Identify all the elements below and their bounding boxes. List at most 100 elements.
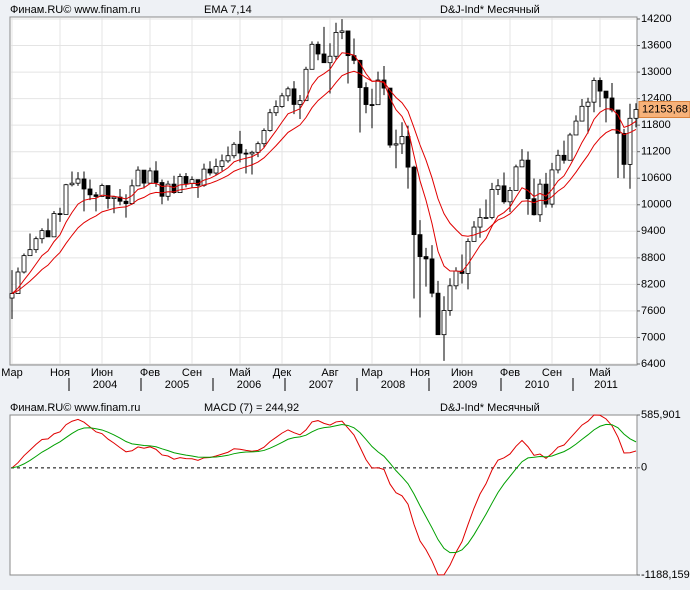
candle-body — [45, 230, 51, 238]
candle-body — [63, 184, 69, 215]
x-tick-label: Мар — [361, 367, 383, 379]
candle-body — [465, 240, 471, 274]
candle-body — [567, 134, 573, 161]
candle-body — [291, 88, 297, 105]
candle-body — [429, 258, 435, 294]
candle-body — [141, 169, 147, 184]
candle-body — [561, 154, 567, 161]
candle-body — [531, 198, 537, 216]
candle-body — [285, 88, 291, 97]
y-tick-label: 14200 — [641, 13, 672, 25]
candle-body — [489, 189, 495, 218]
candle-body — [51, 213, 57, 238]
x-tick-label: Июн — [451, 367, 473, 379]
price-plot-frame — [9, 16, 638, 366]
candle-body — [111, 196, 117, 199]
y-tick-label: 11800 — [641, 119, 671, 131]
candle-body — [603, 90, 609, 99]
candle-body — [309, 43, 315, 70]
candle-body — [207, 168, 213, 174]
candle-body — [255, 143, 261, 153]
indicator-line — [11, 423, 637, 554]
instrument-title: D&J-Ind* Месячный — [440, 4, 540, 16]
y-tick-label: 13600 — [641, 39, 672, 51]
candle-body — [93, 194, 99, 197]
candle-body — [237, 143, 243, 154]
candle-body — [99, 185, 105, 197]
candle-body — [225, 155, 231, 162]
candle-body — [483, 217, 489, 219]
candle-body — [441, 310, 447, 336]
candle-body — [393, 143, 399, 146]
x-tick-label: Сен — [182, 367, 202, 379]
candle-body — [405, 136, 411, 168]
year-label: 2010 — [525, 379, 549, 391]
candle-body — [327, 55, 333, 64]
indicator-line — [11, 414, 637, 576]
candle-body — [135, 169, 141, 187]
x-tick-label: Фев — [500, 367, 520, 379]
candle-body — [579, 105, 585, 122]
y-tick-label: 8200 — [641, 278, 665, 290]
header-source: Финам.RU© www.finam.ru — [10, 402, 140, 414]
indicator-line — [11, 52, 637, 294]
candle-body — [249, 151, 255, 155]
candle-body — [627, 117, 633, 165]
candle-body — [69, 182, 75, 186]
candle-body — [513, 166, 519, 191]
x-tick-label: Май — [229, 367, 251, 379]
candle-body — [369, 104, 375, 106]
candle-body — [537, 183, 543, 216]
candle-body — [201, 168, 207, 186]
last-price-label: 12153,68 — [642, 103, 688, 115]
candle-body — [399, 136, 405, 145]
candle-body — [345, 30, 351, 57]
candle-body — [477, 217, 483, 228]
year-label: 2007 — [309, 379, 333, 391]
candle-body — [615, 109, 621, 134]
instrument-title: D&J-Ind* Месячный — [440, 402, 540, 414]
y-tick-label: 9400 — [641, 225, 665, 237]
x-tick-label: Авг — [321, 367, 338, 379]
candle-body — [303, 68, 309, 102]
x-tick-label: Мар — [1, 367, 23, 379]
candle-body — [243, 152, 249, 155]
candle-body — [501, 185, 507, 203]
candle-body — [81, 178, 87, 190]
candle-body — [423, 256, 429, 260]
year-label: 2011 — [594, 379, 618, 391]
candle-body — [447, 285, 453, 311]
x-tick-label: Ноя — [50, 367, 70, 379]
y-tick-label: 11200 — [641, 146, 671, 158]
year-label: 2005 — [165, 379, 189, 391]
candle-body — [153, 170, 159, 183]
candle-body — [519, 159, 525, 168]
candle-body — [435, 292, 441, 336]
candle-body — [183, 176, 189, 184]
candle-body — [165, 183, 171, 197]
candle-body — [21, 255, 27, 273]
candle-body — [261, 130, 267, 145]
y-tick-label: 10600 — [641, 172, 672, 184]
candle-body — [525, 159, 531, 200]
y-tick-label: 585,901 — [641, 409, 681, 421]
candle-body — [573, 120, 579, 136]
candle-body — [555, 154, 561, 171]
candle-body — [375, 79, 381, 106]
candle-body — [339, 30, 345, 33]
candle-body — [597, 80, 603, 92]
last-price-box — [638, 101, 690, 119]
candle-body — [387, 87, 393, 146]
candle-body — [453, 270, 459, 287]
candle-body — [273, 106, 279, 114]
candle-body — [33, 238, 39, 251]
x-tick-label: Ноя — [410, 367, 430, 379]
candle-body — [75, 178, 81, 184]
y-tick-label: 6400 — [641, 358, 665, 370]
x-tick-label: Фев — [140, 367, 160, 379]
candle-body — [87, 188, 93, 196]
candle-body — [15, 271, 21, 294]
y-tick-label: 10000 — [641, 199, 672, 211]
